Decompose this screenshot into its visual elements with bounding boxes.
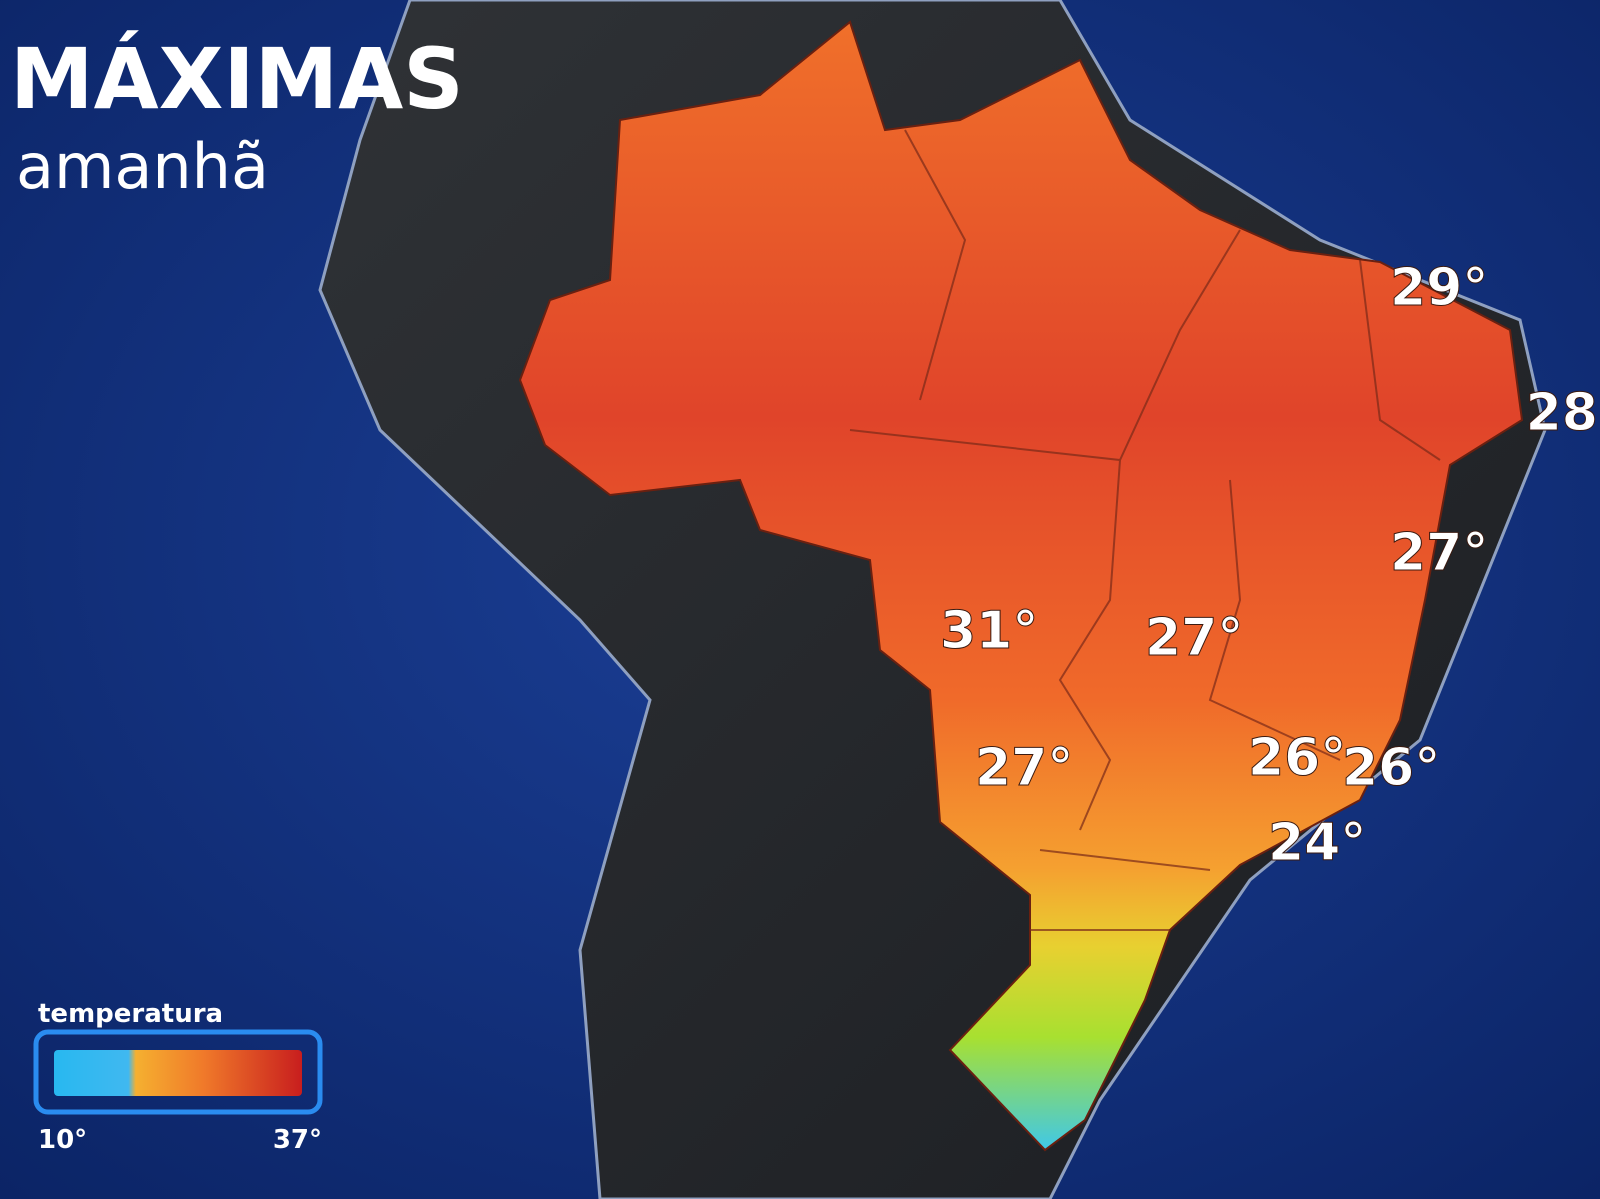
city-temperature: 24° — [1268, 813, 1366, 873]
state-borders — [849, 129, 1441, 931]
temperature-labels: 29° 28 27° 31° 27° 27° 26° 26° 24° — [940, 258, 1599, 874]
legend-scale — [54, 1050, 302, 1096]
legend: temperatura 10° 37° — [33, 999, 323, 1155]
city-temperature: 27° — [1390, 523, 1488, 583]
city-temperature: 27° — [975, 738, 1073, 798]
legend-title: temperatura — [38, 999, 223, 1029]
city-temperature: 28 — [1526, 383, 1598, 443]
city-temperature: 29° — [1390, 258, 1488, 318]
city-temperature: 31° — [940, 601, 1038, 661]
legend-min: 10° — [38, 1125, 87, 1155]
city-temperature: 26° — [1342, 738, 1440, 798]
subtitle: amanhã — [16, 130, 269, 203]
legend-max: 37° — [273, 1125, 322, 1155]
brazil — [518, 20, 1524, 1152]
title: MÁXIMAS — [10, 30, 464, 128]
city-temperature: 26° — [1248, 728, 1346, 788]
city-temperature: 27° — [1145, 608, 1243, 668]
legend-frame — [33, 1029, 323, 1115]
